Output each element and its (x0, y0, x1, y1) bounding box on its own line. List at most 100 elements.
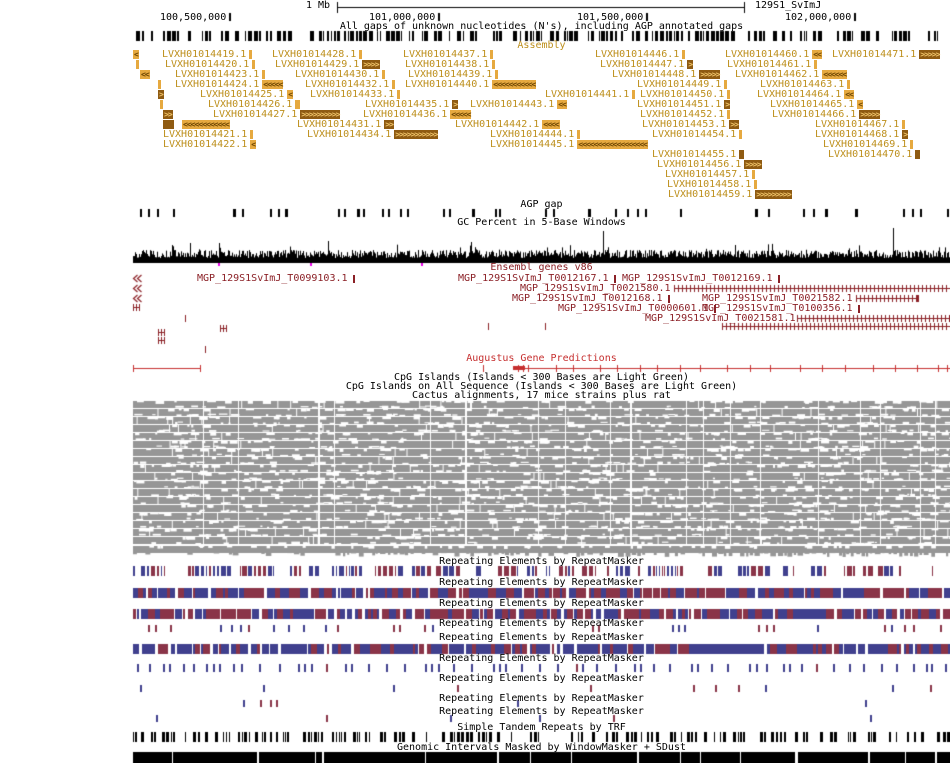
assembly-item[interactable]: LVXH01014458.1 (667, 179, 758, 190)
assembly-item[interactable] (136, 60, 139, 69)
assembly-item[interactable]: LVXH01014462.1 <<<<<< (735, 70, 848, 80)
assembly-item[interactable]: LVXH01014456.1 >>>> (657, 160, 762, 170)
ensembl-gene-item[interactable]: MGP_129S1SvImJ_T0012167.1 (458, 274, 616, 284)
assembly-item-marker (814, 60, 818, 69)
assembly-marker-arrows: <<<<<<<<<<<<<<<<<< (578, 140, 648, 149)
assembly-item[interactable]: LVXH01014453.1 >> (642, 120, 739, 130)
track-cpg-islands-all-sequence[interactable] (0, 382, 950, 391)
assembly-item[interactable]: LVXH01014463.1 (760, 80, 851, 90)
ensembl-gene-item[interactable]: MGP_129S1SvImJ_T0021580.1 (520, 284, 671, 294)
assembly-item[interactable] (163, 120, 174, 129)
assembly-item[interactable]: LVXH01014429.1 >>>> (275, 60, 380, 70)
assembly-item[interactable]: LVXH01014436.1 <<<<< (363, 110, 471, 120)
assembly-item[interactable]: LVXH01014437.1 (403, 49, 494, 60)
assembly-item[interactable]: <<<<<<<<<<<< (182, 120, 230, 129)
assembly-item-marker (136, 60, 139, 69)
assembly-item-label: LVXH01014437.1 (403, 49, 488, 60)
ensembl-gene-item[interactable]: MGP_129S1SvImJ_T0012169.1 (622, 274, 780, 284)
assembly-item-label: LVXH01014420.1 (165, 59, 250, 70)
assembly-item[interactable]: LVXH01014438.1 (405, 60, 496, 70)
assembly-item[interactable]: LVXH01014451.1 > (637, 100, 731, 110)
track-windowmasker-sdust[interactable] (0, 743, 950, 763)
assembly-item[interactable]: >> (163, 110, 173, 119)
assembly-item[interactable]: LVXH01014467.1 (815, 120, 906, 130)
track-title: CpG Islands (Islands < 300 Bases are Lig… (393, 372, 689, 383)
ensembl-gene-item[interactable]: MGP_129S1SvImJ_T0021581.1 (645, 314, 796, 324)
assembly-item[interactable]: LVXH01014422.1 < (163, 140, 257, 150)
assembly-item[interactable]: LVXH01014442.1 <<<< (455, 120, 560, 130)
assembly-item[interactable]: LVXH01014435.1 > (365, 100, 459, 110)
assembly-item[interactable]: LVXH01014454.1 (652, 130, 743, 140)
assembly-item[interactable]: LVXH01014419.1 (162, 50, 253, 60)
assembly-item[interactable]: LVXH01014431.1 >> (297, 120, 394, 130)
assembly-item[interactable]: LVXH01014440.1 <<<<<<<<<<< (405, 80, 537, 90)
assembly-item[interactable]: LVXH01014443.1 << (470, 100, 567, 110)
assembly-item[interactable]: LVXH01014424.1 <<<<< (175, 80, 283, 90)
assembly-item-label: LVXH01014444.1 (490, 129, 575, 140)
assembly-item[interactable]: LVXH01014425.1 < (200, 90, 294, 100)
assembly-item-label: LVXH01014432.1 (305, 79, 390, 90)
ensembl-gene-item[interactable]: MGP_129S1SvImJ_T0099103.1 (197, 274, 355, 284)
track-gc-percent[interactable] (0, 218, 950, 264)
assembly-marker-arrows: >>>>>>>>>>> (395, 130, 438, 139)
assembly-item[interactable]: LVXH01014433.1 (310, 90, 401, 100)
assembly-item[interactable]: LVXH01014445.1 <<<<<<<<<<<<<<<<<< (490, 140, 648, 150)
assembly-item[interactable]: LVXH01014468.1 > (815, 130, 909, 140)
assembly-item[interactable]: LVXH01014470.1 (828, 150, 921, 160)
assembly-item[interactable]: LVXH01014471.1 >>>>> (832, 50, 940, 60)
assembly-item[interactable]: > (158, 90, 164, 99)
assembly-item[interactable]: LVXH01014455.1 (652, 150, 745, 160)
assembly-item[interactable]: LVXH01014444.1 (490, 129, 581, 140)
assembly-marker-arrows: < (858, 100, 863, 109)
assembly-marker-arrows: >> (730, 120, 739, 129)
assembly-item[interactable]: LVXH01014439.1 (408, 70, 499, 80)
assembly-item-label: LVXH01014446.1 (595, 49, 680, 60)
assembly-marker-arrows: >>>> (745, 160, 761, 169)
track-assembly[interactable] (0, 41, 950, 200)
assembly-item[interactable]: < (133, 50, 139, 59)
ensembl-gene-item[interactable]: MGP_129S1SvImJ_T0021582.1 (702, 294, 853, 304)
assembly-item[interactable]: LVXH01014461.1 (727, 60, 818, 70)
assembly-item[interactable]: LVXH01014421.1 (163, 130, 254, 140)
assembly-item[interactable]: LVXH01014464.1 << (757, 90, 854, 100)
assembly-item[interactable]: LVXH01014428.1 (272, 50, 363, 60)
assembly-item[interactable]: LVXH01014448.1 >>>>> (612, 70, 720, 80)
track-agp-gap[interactable] (0, 200, 950, 218)
track-simple-tandem-repeats-trf[interactable] (0, 723, 950, 743)
assembly-item[interactable]: LVXH01014430.1 (295, 70, 386, 80)
assembly-item[interactable]: LVXH01014423.1 (175, 70, 266, 80)
track-cpg-islands[interactable] (0, 373, 950, 382)
assembly-item[interactable] (160, 100, 163, 109)
assembly-item[interactable]: LVXH01014434.1 >>>>>>>>>>> (307, 130, 439, 140)
assembly-item-marker (392, 80, 396, 89)
assembly-item[interactable]: LVXH01014426.1 (208, 100, 301, 110)
ensembl-gene-item[interactable]: MGP_129S1SvImJ_T0000601.1 (558, 304, 716, 314)
track-cactus-alignments[interactable] (0, 391, 950, 557)
assembly-item[interactable]: LVXH01014459.1 >>>>>>>>> (668, 190, 792, 200)
track-repeatmasker[interactable] (0, 557, 950, 722)
assembly-item[interactable]: LVXH01014427.1 >>>>>>>>>> (213, 110, 340, 120)
assembly-item[interactable]: LVXH01014465.1 < (770, 100, 864, 110)
ensembl-gene-item[interactable]: MGP_129S1SvImJ_T0100356.1 (702, 304, 860, 314)
assembly-item-label: LVXH01014458.1 (667, 179, 752, 190)
assembly-item[interactable]: LVXH01014457.1 (665, 170, 756, 180)
assembly-item[interactable]: LVXH01014446.1 (595, 49, 686, 60)
assembly-item[interactable]: LVXH01014469.1 (823, 140, 914, 150)
track-ensembl-genes[interactable] (0, 263, 950, 353)
assembly-item-marker (739, 150, 745, 159)
assembly-item[interactable]: LVXH01014450.1 (640, 90, 731, 100)
assembly-item[interactable]: LVXH01014460.1 << (725, 50, 822, 60)
assembly-item[interactable]: LVXH01014420.1 (165, 59, 256, 70)
assembly-item[interactable]: LVXH01014432.1 (305, 79, 396, 90)
assembly-item[interactable]: LVXH01014441.1 (545, 90, 636, 100)
ensembl-gene-item[interactable]: MGP_129S1SvImJ_T0012168.1 (512, 294, 670, 304)
assembly-item[interactable]: << (140, 70, 150, 79)
assembly-item[interactable]: LVXH01014449.1 (637, 80, 728, 90)
assembly-item[interactable] (158, 80, 161, 89)
assembly-item[interactable]: LVXH01014447.1 > (600, 60, 694, 70)
track-all-gaps[interactable] (0, 22, 950, 41)
track-augustus[interactable] (0, 354, 950, 373)
assembly-item[interactable]: LVXH01014452.1 (640, 110, 731, 120)
assembly-item[interactable]: LVXH01014466.1 >>>>> (772, 110, 880, 120)
